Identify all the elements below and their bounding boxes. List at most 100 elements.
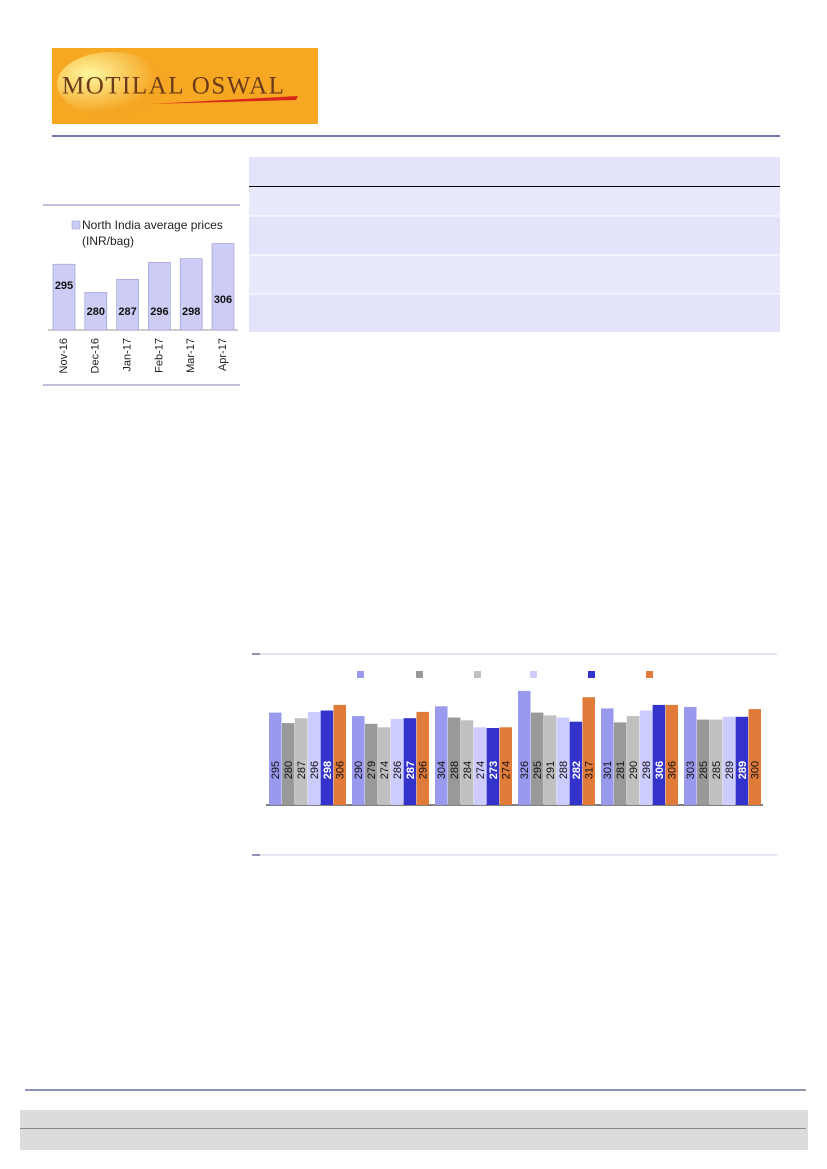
legend-marker	[646, 671, 653, 678]
data-label: 280	[283, 761, 295, 779]
bar	[556, 717, 570, 805]
bar	[748, 709, 761, 805]
logo-text: MOTILAL OSWAL	[62, 73, 285, 100]
bar	[486, 728, 500, 805]
legend-marker	[357, 671, 364, 678]
table-row	[249, 187, 780, 216]
bar	[582, 697, 595, 805]
data-label: 279	[366, 761, 378, 779]
data-label: 289	[724, 761, 736, 779]
data-label: 287	[296, 761, 308, 779]
legend-label: North India average prices (INR/bag)	[82, 218, 223, 248]
x-tick-label: Nov-16	[58, 338, 70, 373]
bar	[447, 717, 461, 805]
bar	[569, 721, 583, 805]
footer-box	[20, 1110, 808, 1150]
data-label: 306	[335, 761, 347, 779]
data-label: 285	[711, 761, 723, 779]
data-label: 289	[737, 761, 749, 779]
data-label: 286	[392, 761, 404, 779]
data-label: 287	[405, 761, 417, 779]
bar	[543, 715, 557, 805]
bar	[473, 727, 487, 805]
bar	[179, 258, 203, 331]
table-header	[249, 157, 780, 186]
data-label: 281	[615, 761, 627, 779]
data-label: 274	[379, 761, 391, 779]
data-label: 280	[87, 306, 105, 318]
data-label: 298	[322, 761, 334, 779]
data-label: 290	[628, 761, 640, 779]
bar	[294, 718, 308, 805]
data-label: 306	[214, 294, 232, 306]
bar	[377, 727, 391, 805]
data-label: 295	[55, 280, 73, 292]
bar	[626, 716, 640, 805]
data-label: 296	[309, 761, 321, 779]
logo-swoosh	[150, 96, 298, 104]
data-label: 303	[685, 761, 697, 779]
bar	[735, 716, 749, 805]
bar	[435, 706, 448, 805]
data-label: 306	[667, 761, 679, 779]
bar	[665, 704, 678, 805]
data-label: 300	[750, 761, 762, 779]
legend-marker	[530, 671, 537, 678]
bar	[460, 720, 474, 805]
bar	[269, 712, 282, 805]
bar	[333, 704, 346, 805]
legend-marker	[588, 671, 595, 678]
bar	[211, 243, 235, 331]
bar	[52, 263, 76, 331]
data-label: 273	[488, 761, 500, 779]
data-label: 282	[571, 761, 583, 779]
x-tick-label: Feb-17	[153, 338, 165, 373]
bar	[518, 690, 531, 805]
data-label: 285	[698, 761, 710, 779]
bar	[116, 278, 139, 331]
data-label: 274	[501, 761, 513, 779]
data-label: 296	[150, 306, 168, 318]
bar	[352, 716, 365, 805]
bar	[307, 711, 321, 805]
data-label: 284	[462, 761, 474, 779]
data-label: 326	[519, 761, 531, 779]
data-label: 287	[118, 306, 136, 318]
x-tick-label: Apr-17	[217, 338, 229, 371]
bar	[601, 708, 614, 805]
data-label: 296	[418, 761, 430, 779]
data-label: 298	[182, 306, 200, 318]
table-row	[249, 216, 780, 255]
data-label: 304	[436, 761, 448, 779]
bar	[320, 710, 334, 805]
bar	[613, 722, 627, 805]
bar	[403, 718, 417, 805]
table-row	[249, 294, 780, 332]
logo-sun	[57, 52, 167, 116]
bar	[709, 719, 723, 805]
x-tick-label: Mar-17	[185, 338, 197, 373]
data-label: 295	[270, 761, 282, 779]
data-label: 288	[449, 761, 461, 779]
data-label: 306	[654, 761, 666, 779]
data-label: 274	[475, 761, 487, 779]
data-label: 301	[602, 761, 614, 779]
bar	[499, 727, 512, 805]
bar	[281, 723, 295, 805]
bar	[652, 704, 666, 805]
bar	[416, 711, 429, 805]
x-tick-label: Dec-16	[90, 338, 102, 373]
x-tick-label: Jan-17	[122, 338, 134, 372]
data-label: 317	[584, 761, 596, 779]
data-label: 290	[353, 761, 365, 779]
legend-marker	[416, 671, 423, 678]
bar	[530, 712, 544, 805]
legend-marker	[474, 671, 481, 678]
data-label: 291	[545, 761, 557, 779]
bar	[364, 723, 378, 805]
data-label: 295	[532, 761, 544, 779]
bar	[639, 710, 653, 805]
data-label: 298	[641, 761, 653, 779]
